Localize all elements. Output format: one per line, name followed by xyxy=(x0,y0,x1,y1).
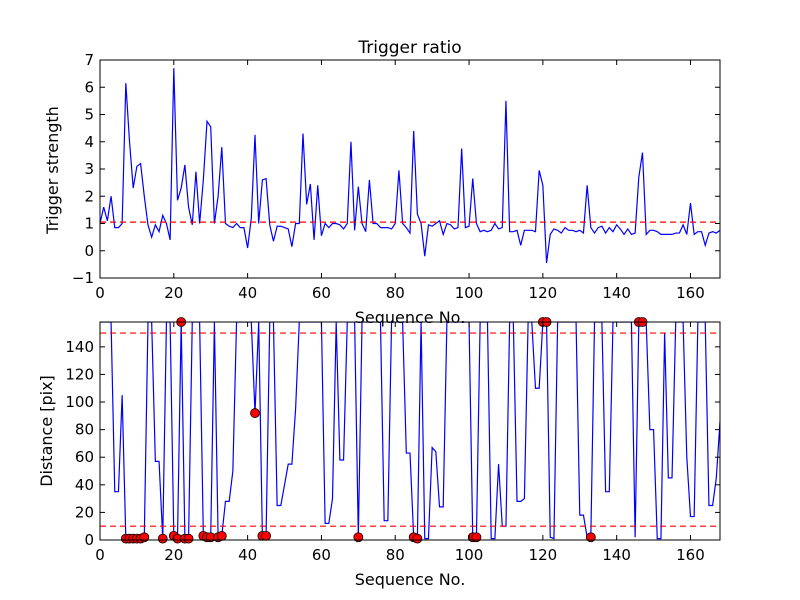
data-point xyxy=(250,408,260,418)
y-tick-label: 20 xyxy=(75,503,94,521)
x-tick-label: 80 xyxy=(386,546,405,564)
x-tick-label: 140 xyxy=(602,284,631,302)
y-tick-label: 140 xyxy=(65,338,94,356)
distance-chart: 0 20 40 60 80 100 120 140 160020406080100120140 … xyxy=(37,317,721,589)
x-tick-label: 100 xyxy=(455,284,484,302)
y-tick-label: 5 xyxy=(84,106,94,124)
data-point xyxy=(139,532,150,543)
y-tick-label: 6 xyxy=(84,78,94,96)
y-tick-label: 120 xyxy=(65,365,94,383)
data-point xyxy=(261,530,271,541)
data-point xyxy=(216,530,227,541)
y-tick-label: 4 xyxy=(84,133,94,151)
y-tick-label: 60 xyxy=(75,448,94,466)
x-tick-label: 160 xyxy=(676,546,705,564)
y-tick-label: 7 xyxy=(84,51,94,69)
x-tick-label: 120 xyxy=(529,284,558,302)
data-point xyxy=(183,533,194,544)
x-tick-label: 20 xyxy=(164,284,183,302)
y-axis-label: Trigger strength xyxy=(43,106,62,235)
x-tick-label: 140 xyxy=(602,546,631,564)
y-tick-label: 3 xyxy=(84,160,94,178)
x-axis-label: Sequence No. xyxy=(355,570,466,589)
y-tick-label: 1 xyxy=(84,215,94,233)
data-point xyxy=(471,532,482,543)
data-point xyxy=(353,532,364,543)
series-line xyxy=(100,68,720,264)
y-tick-label: −1 xyxy=(72,269,94,287)
trigger-ratio-chart: Trigger ratio 0 20 40 60 80 100 120 140 160−1012… xyxy=(43,38,721,327)
chart-title: Trigger ratio xyxy=(357,38,461,58)
y-tick-label: 0 xyxy=(84,242,94,260)
distance-plot-area: 0 20 40 60 80 100 120 140 160 0 20 40 60 80 100 120 140 xyxy=(65,317,721,564)
y-axis-label: Distance [pix] xyxy=(37,375,56,487)
data-point xyxy=(585,532,596,543)
x-tick-label: 20 xyxy=(164,546,183,564)
x-tick-label: 160 xyxy=(676,284,705,302)
x-tick-label: 0 xyxy=(95,546,105,564)
y-tick-label: 40 xyxy=(75,476,94,494)
x-tick-label: 80 xyxy=(386,284,405,302)
x-tick-label: 100 xyxy=(455,546,484,564)
x-tick-label: 60 xyxy=(312,546,331,564)
data-point xyxy=(412,533,423,544)
x-axis-label: Sequence No. xyxy=(355,308,466,327)
data-point xyxy=(157,533,168,544)
x-tick-label: 0 xyxy=(95,284,105,302)
x-tick-label: 40 xyxy=(238,284,257,302)
y-tick-label: 80 xyxy=(75,421,94,439)
y-tick-label: 100 xyxy=(65,393,94,411)
x-tick-label: 120 xyxy=(529,546,558,564)
axes-frame xyxy=(99,321,721,541)
y-tick-label: 0 xyxy=(84,531,94,549)
x-tick-label: 40 xyxy=(238,546,257,564)
y-tick-label: 2 xyxy=(84,187,94,205)
x-tick-label: 60 xyxy=(312,284,331,302)
